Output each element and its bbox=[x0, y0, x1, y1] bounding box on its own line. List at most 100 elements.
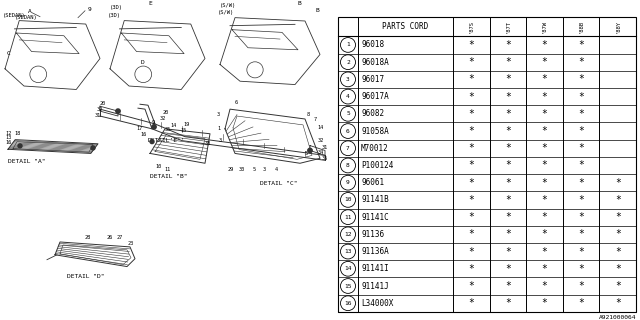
Text: *: * bbox=[578, 109, 584, 119]
Text: *: * bbox=[615, 212, 621, 222]
Text: *: * bbox=[468, 247, 474, 257]
Text: 91136A: 91136A bbox=[361, 247, 388, 256]
Text: 28: 28 bbox=[85, 235, 92, 240]
Text: *: * bbox=[541, 160, 547, 171]
Text: 17: 17 bbox=[136, 126, 142, 131]
Text: *: * bbox=[541, 298, 547, 308]
Text: *: * bbox=[505, 298, 511, 308]
Text: *: * bbox=[578, 40, 584, 50]
Text: 91141I: 91141I bbox=[361, 264, 388, 273]
Text: 1: 1 bbox=[346, 43, 350, 47]
Text: 29: 29 bbox=[228, 167, 234, 172]
Text: 14: 14 bbox=[317, 125, 323, 130]
Text: *: * bbox=[541, 229, 547, 239]
Text: *: * bbox=[468, 264, 474, 274]
Text: *: * bbox=[468, 57, 474, 67]
Text: *: * bbox=[505, 212, 511, 222]
Text: *: * bbox=[505, 143, 511, 153]
Text: 96018A: 96018A bbox=[361, 58, 388, 67]
Text: *: * bbox=[578, 92, 584, 102]
Text: 30: 30 bbox=[239, 167, 245, 172]
Text: 96082: 96082 bbox=[361, 109, 384, 118]
Text: P100124: P100124 bbox=[361, 161, 394, 170]
Text: *: * bbox=[541, 143, 547, 153]
Text: 11: 11 bbox=[164, 167, 170, 172]
Text: 18: 18 bbox=[14, 131, 20, 136]
Text: 19: 19 bbox=[183, 122, 189, 127]
Text: '88B: '88B bbox=[579, 20, 584, 33]
Text: *: * bbox=[541, 212, 547, 222]
Text: *: * bbox=[505, 40, 511, 50]
Text: *: * bbox=[541, 92, 547, 102]
Circle shape bbox=[18, 144, 22, 148]
Text: *: * bbox=[505, 264, 511, 274]
Text: 1: 1 bbox=[217, 126, 220, 131]
Text: (SEDAN): (SEDAN) bbox=[3, 13, 26, 18]
Text: *: * bbox=[578, 57, 584, 67]
Text: 31: 31 bbox=[95, 113, 101, 118]
Text: *: * bbox=[468, 126, 474, 136]
Text: 32: 32 bbox=[318, 138, 324, 143]
Circle shape bbox=[308, 148, 312, 153]
Text: *: * bbox=[541, 40, 547, 50]
Text: *: * bbox=[578, 195, 584, 205]
Text: *: * bbox=[541, 195, 547, 205]
Text: E: E bbox=[148, 1, 152, 6]
Text: 14: 14 bbox=[170, 123, 176, 128]
Text: 91136: 91136 bbox=[361, 230, 384, 239]
Text: 91141B: 91141B bbox=[361, 196, 388, 204]
Text: DETAIL "D": DETAIL "D" bbox=[67, 274, 104, 279]
Text: 20: 20 bbox=[163, 110, 169, 115]
Text: *: * bbox=[468, 298, 474, 308]
Text: *: * bbox=[578, 298, 584, 308]
Text: (3D): (3D) bbox=[110, 5, 123, 10]
Text: 3: 3 bbox=[346, 77, 350, 82]
Text: *: * bbox=[615, 298, 621, 308]
Text: *: * bbox=[578, 229, 584, 239]
Text: *: * bbox=[541, 109, 547, 119]
Text: *: * bbox=[615, 264, 621, 274]
Text: *: * bbox=[468, 74, 474, 84]
Text: 32: 32 bbox=[97, 107, 103, 112]
Text: 4: 4 bbox=[275, 167, 278, 172]
Bar bbox=[338, 17, 636, 312]
Text: *: * bbox=[468, 229, 474, 239]
Text: 9: 9 bbox=[88, 7, 92, 12]
Text: M70012: M70012 bbox=[361, 144, 388, 153]
Text: 96017A: 96017A bbox=[361, 92, 388, 101]
Text: 96018: 96018 bbox=[361, 40, 384, 50]
Text: *: * bbox=[505, 195, 511, 205]
Text: 11: 11 bbox=[344, 215, 352, 220]
Text: 5: 5 bbox=[253, 167, 256, 172]
Text: 23: 23 bbox=[128, 241, 134, 246]
Text: *: * bbox=[541, 57, 547, 67]
Text: (SEDAN): (SEDAN) bbox=[15, 15, 38, 20]
Text: 9: 9 bbox=[346, 180, 350, 185]
Text: *: * bbox=[468, 160, 474, 171]
Text: 27: 27 bbox=[117, 235, 124, 240]
Text: *: * bbox=[578, 160, 584, 171]
Text: *: * bbox=[505, 160, 511, 171]
Text: *: * bbox=[541, 178, 547, 188]
Text: *: * bbox=[505, 109, 511, 119]
Text: '88Y: '88Y bbox=[615, 20, 620, 33]
Text: *: * bbox=[505, 74, 511, 84]
Text: *: * bbox=[541, 264, 547, 274]
Text: *: * bbox=[468, 212, 474, 222]
Text: '87S: '87S bbox=[468, 20, 474, 33]
Text: *: * bbox=[468, 178, 474, 188]
Text: *: * bbox=[615, 195, 621, 205]
Text: 33: 33 bbox=[205, 140, 211, 146]
Text: *: * bbox=[468, 92, 474, 102]
Text: 14: 14 bbox=[344, 266, 352, 271]
Text: PARTS CORD: PARTS CORD bbox=[382, 22, 429, 31]
Text: *: * bbox=[615, 229, 621, 239]
Text: 26: 26 bbox=[107, 235, 113, 240]
Text: 10: 10 bbox=[155, 164, 161, 169]
Text: *: * bbox=[505, 178, 511, 188]
Text: 16: 16 bbox=[140, 132, 147, 137]
Text: *: * bbox=[541, 126, 547, 136]
Text: 35: 35 bbox=[165, 127, 172, 132]
Text: 10: 10 bbox=[344, 197, 352, 203]
Text: 4: 4 bbox=[346, 94, 350, 99]
